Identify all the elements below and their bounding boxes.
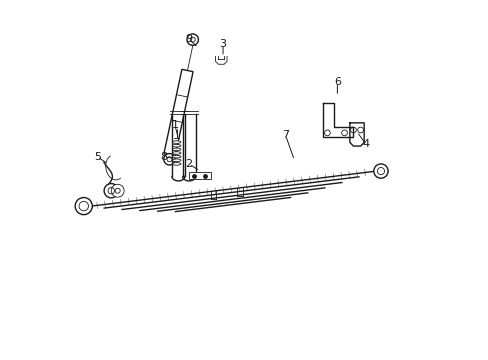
Text: 8: 8 [160,152,167,162]
Ellipse shape [172,144,181,147]
Polygon shape [323,103,353,137]
Circle shape [163,154,175,165]
Circle shape [104,184,118,198]
Ellipse shape [172,148,181,150]
Circle shape [111,184,124,197]
Circle shape [373,164,387,178]
Circle shape [75,198,92,215]
Text: 9: 9 [185,34,192,44]
Ellipse shape [172,156,181,158]
Bar [189,172,210,179]
Text: 5: 5 [94,152,101,162]
Circle shape [186,34,198,45]
Text: 4: 4 [362,139,369,149]
Polygon shape [349,123,364,146]
Ellipse shape [172,163,181,165]
Ellipse shape [172,152,181,154]
Ellipse shape [172,159,181,162]
Text: 6: 6 [333,77,340,87]
Polygon shape [163,69,193,156]
Polygon shape [215,57,226,64]
Text: 2: 2 [185,159,192,169]
Text: 7: 7 [282,130,288,140]
Ellipse shape [172,141,181,143]
Text: 3: 3 [219,39,226,49]
Text: 1: 1 [171,120,178,130]
